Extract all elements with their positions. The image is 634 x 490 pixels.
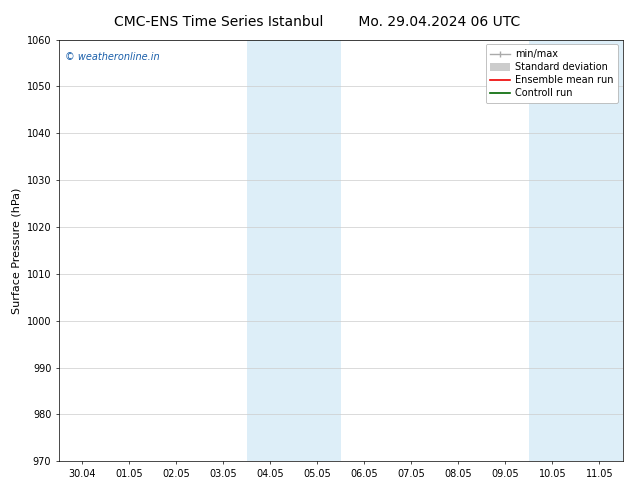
Text: CMC-ENS Time Series Istanbul        Mo. 29.04.2024 06 UTC: CMC-ENS Time Series Istanbul Mo. 29.04.2… [114, 15, 520, 29]
Y-axis label: Surface Pressure (hPa): Surface Pressure (hPa) [11, 187, 21, 314]
Bar [247, 40, 341, 461]
Bar [529, 40, 623, 461]
Text: © weatheronline.in: © weatheronline.in [65, 52, 159, 62]
Legend: min/max, Standard deviation, Ensemble mean run, Controll run: min/max, Standard deviation, Ensemble me… [486, 45, 618, 103]
